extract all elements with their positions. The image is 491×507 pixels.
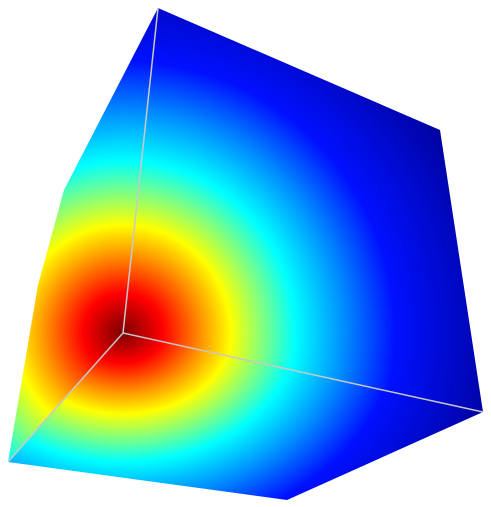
right-face xyxy=(123,8,483,412)
left-face xyxy=(8,8,158,462)
edge xyxy=(122,332,484,413)
bottom-face xyxy=(8,333,483,500)
edge xyxy=(122,7,159,334)
edge xyxy=(7,332,124,463)
